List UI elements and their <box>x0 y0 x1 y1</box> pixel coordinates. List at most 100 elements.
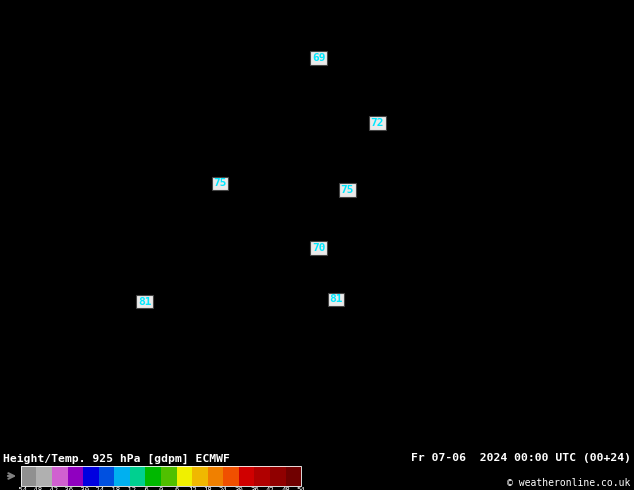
Text: 4: 4 <box>524 246 528 252</box>
Text: 2: 2 <box>32 116 36 122</box>
Text: 5: 5 <box>337 37 341 43</box>
Text: 4: 4 <box>72 76 75 82</box>
Text: 6: 6 <box>519 399 523 405</box>
Text: 3: 3 <box>224 433 228 439</box>
Text: 4: 4 <box>529 314 533 320</box>
Text: 4: 4 <box>396 427 400 433</box>
Text: 8: 8 <box>534 110 538 116</box>
Text: 5: 5 <box>430 206 434 212</box>
Text: 5: 5 <box>342 25 346 31</box>
Text: 5: 5 <box>273 116 277 122</box>
Text: 2: 2 <box>332 421 336 427</box>
Text: 5: 5 <box>612 370 616 376</box>
Text: 7: 7 <box>622 53 626 60</box>
Text: 3: 3 <box>72 365 75 371</box>
Text: 2: 2 <box>195 393 198 399</box>
Text: 5: 5 <box>224 8 228 14</box>
Text: 3: 3 <box>200 438 204 444</box>
Text: 6: 6 <box>347 240 351 246</box>
Text: 3: 3 <box>347 404 351 410</box>
Text: 6: 6 <box>229 189 233 196</box>
Text: 2: 2 <box>229 314 233 320</box>
Text: 3: 3 <box>141 235 145 241</box>
Text: 3: 3 <box>381 433 385 439</box>
Text: 6: 6 <box>111 25 115 31</box>
Text: 5: 5 <box>475 353 479 359</box>
Text: 3: 3 <box>121 319 125 325</box>
Text: 3: 3 <box>180 240 184 246</box>
Text: 3: 3 <box>3 206 7 212</box>
Text: 2: 2 <box>57 116 61 122</box>
Text: 6: 6 <box>67 25 71 31</box>
Text: 4: 4 <box>559 291 562 297</box>
Text: 3: 3 <box>72 240 75 246</box>
Text: 5: 5 <box>204 184 209 190</box>
Text: 2: 2 <box>170 399 174 405</box>
Text: 5: 5 <box>101 71 105 76</box>
Text: 5: 5 <box>391 184 395 190</box>
Text: 2: 2 <box>302 348 307 354</box>
Text: 2: 2 <box>77 172 81 178</box>
Text: 6: 6 <box>165 42 169 48</box>
Text: 5: 5 <box>239 122 243 127</box>
Text: 5: 5 <box>23 25 27 31</box>
Text: 6: 6 <box>573 223 577 229</box>
Text: 8: 8 <box>539 88 543 94</box>
Text: 2: 2 <box>37 365 41 371</box>
Text: 5: 5 <box>377 184 380 190</box>
Text: 8: 8 <box>524 104 528 110</box>
Text: 5: 5 <box>607 269 611 274</box>
Text: 5: 5 <box>126 93 130 99</box>
Text: 7: 7 <box>455 31 459 37</box>
Text: 4: 4 <box>136 150 139 156</box>
Text: 2: 2 <box>180 348 184 354</box>
Text: 7: 7 <box>598 212 602 218</box>
Text: 5: 5 <box>366 127 371 133</box>
Text: 2: 2 <box>27 167 32 172</box>
Text: 4: 4 <box>347 76 351 82</box>
Text: 5: 5 <box>386 314 391 320</box>
Text: 4: 4 <box>23 274 27 280</box>
Text: 5: 5 <box>278 127 282 133</box>
Text: 4: 4 <box>214 240 218 246</box>
Text: 5: 5 <box>195 178 198 184</box>
Text: 6: 6 <box>219 172 223 178</box>
Text: 5: 5 <box>357 286 361 292</box>
Text: 6: 6 <box>239 167 243 172</box>
Text: 4: 4 <box>484 235 489 241</box>
Text: 6: 6 <box>243 206 248 212</box>
Text: 5: 5 <box>209 133 213 139</box>
Text: 5: 5 <box>77 53 81 60</box>
Text: 5: 5 <box>445 337 450 343</box>
Text: 7: 7 <box>500 144 503 150</box>
Text: 5: 5 <box>126 65 130 71</box>
Text: 6: 6 <box>239 178 243 184</box>
Text: 4: 4 <box>184 206 189 212</box>
Text: 2: 2 <box>224 416 228 421</box>
Text: 7: 7 <box>519 2 523 9</box>
Text: 8: 8 <box>578 150 582 156</box>
Text: 5: 5 <box>259 246 262 252</box>
Text: 6: 6 <box>598 8 602 14</box>
Text: 4: 4 <box>82 302 86 309</box>
Text: 4: 4 <box>150 144 154 150</box>
Text: 5: 5 <box>425 218 430 223</box>
Text: 5: 5 <box>224 42 228 48</box>
Text: 4: 4 <box>254 263 257 269</box>
Text: 3: 3 <box>37 82 41 88</box>
Text: 7: 7 <box>627 2 631 9</box>
Text: 2: 2 <box>96 433 100 439</box>
Text: 4: 4 <box>283 59 287 65</box>
Text: 3: 3 <box>347 370 351 376</box>
Text: 5: 5 <box>234 48 238 54</box>
Text: 4: 4 <box>509 269 513 274</box>
Text: 5: 5 <box>195 31 198 37</box>
Text: 8: 8 <box>588 88 592 94</box>
Text: 6: 6 <box>318 172 321 178</box>
Text: 5: 5 <box>504 348 508 354</box>
Text: 2: 2 <box>268 376 273 382</box>
Text: 7: 7 <box>563 200 567 207</box>
Text: 5: 5 <box>377 308 380 314</box>
Text: 2: 2 <box>273 331 277 337</box>
Text: 2: 2 <box>3 144 7 150</box>
